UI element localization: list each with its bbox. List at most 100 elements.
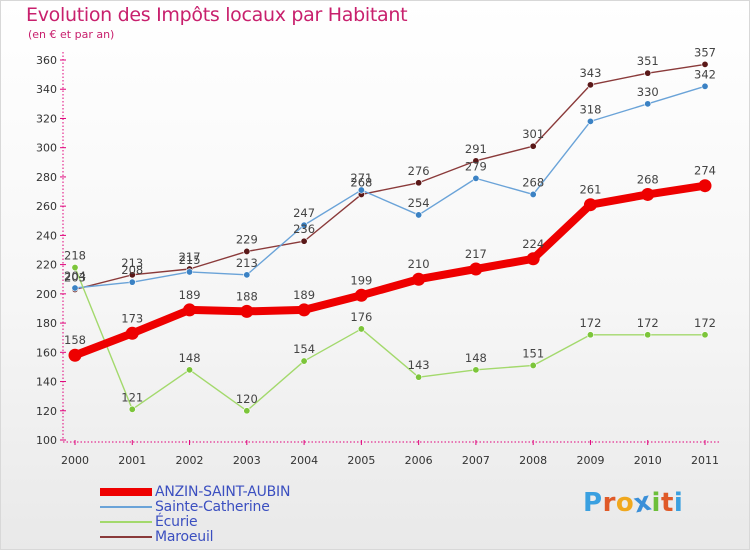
data-point-anzin-saint-aubin bbox=[526, 252, 540, 266]
data-point-maroeuil bbox=[701, 60, 709, 68]
data-point-sainte-catherine bbox=[701, 82, 709, 90]
data-label-maroeuil: 217 bbox=[179, 250, 201, 264]
proxiti-logo: Proxiti bbox=[583, 487, 684, 520]
y-tick-label: 140 bbox=[36, 376, 57, 389]
data-label-sainte-catherine: 247 bbox=[293, 206, 315, 220]
y-tick-label: 240 bbox=[36, 229, 57, 242]
data-point-sainte-catherine bbox=[357, 186, 365, 194]
data-point-ecurie bbox=[128, 405, 136, 413]
data-point-anzin-saint-aubin bbox=[641, 187, 655, 201]
data-label-maroeuil: 276 bbox=[408, 164, 430, 178]
data-point-anzin-saint-aubin bbox=[297, 303, 311, 317]
data-label-ecurie: 143 bbox=[408, 358, 430, 372]
y-tick-label: 160 bbox=[36, 346, 57, 359]
y-tick-label: 340 bbox=[36, 83, 57, 96]
data-point-sainte-catherine bbox=[71, 284, 79, 292]
data-label-ecurie: 120 bbox=[236, 392, 258, 406]
data-point-ecurie bbox=[186, 366, 194, 374]
data-label-ecurie: 151 bbox=[522, 346, 544, 360]
data-label-ecurie: 172 bbox=[694, 316, 716, 330]
legend-label: Écurie bbox=[155, 514, 198, 530]
data-label-ecurie: 172 bbox=[579, 316, 601, 330]
legend-swatch bbox=[100, 506, 152, 508]
data-point-sainte-catherine bbox=[644, 100, 652, 108]
y-tick-label: 220 bbox=[36, 259, 57, 272]
data-point-sainte-catherine bbox=[529, 190, 537, 198]
data-label-sainte-catherine: 254 bbox=[408, 196, 430, 210]
data-point-sainte-catherine bbox=[186, 268, 194, 276]
y-tick-label: 320 bbox=[36, 112, 57, 125]
x-tick-label: 2004 bbox=[290, 454, 318, 467]
x-tick-label: 2009 bbox=[576, 454, 604, 467]
x-tick-label: 2010 bbox=[634, 454, 662, 467]
logo-letter: i bbox=[673, 488, 684, 518]
data-point-ecurie bbox=[701, 331, 709, 339]
data-label-ecurie: 121 bbox=[121, 390, 143, 404]
data-point-sainte-catherine bbox=[472, 174, 480, 182]
data-point-anzin-saint-aubin bbox=[183, 303, 197, 317]
logo-letter: P bbox=[583, 488, 603, 518]
data-point-sainte-catherine bbox=[243, 271, 251, 279]
logo-letter: i bbox=[651, 488, 661, 518]
legend-swatch bbox=[100, 521, 152, 523]
data-label-ecurie: 176 bbox=[350, 310, 372, 324]
data-point-maroeuil bbox=[529, 142, 537, 150]
x-tick-label: 2001 bbox=[118, 454, 146, 467]
y-tick-label: 300 bbox=[36, 142, 57, 155]
logo-letter: t bbox=[660, 488, 674, 518]
data-point-ecurie bbox=[243, 407, 251, 415]
x-tick-label: 2006 bbox=[405, 454, 433, 467]
data-point-anzin-saint-aubin bbox=[125, 326, 139, 340]
chart-title: Evolution des Impôts locaux par Habitant bbox=[26, 4, 408, 26]
y-tick-label: 120 bbox=[36, 405, 57, 418]
data-label-maroeuil: 229 bbox=[236, 232, 258, 246]
data-point-sainte-catherine bbox=[586, 117, 594, 125]
x-tick-label: 2008 bbox=[519, 454, 547, 467]
data-point-ecurie bbox=[529, 361, 537, 369]
data-point-maroeuil bbox=[128, 271, 136, 279]
data-label-sainte-catherine: 215 bbox=[179, 253, 201, 267]
data-label-ecurie: 148 bbox=[179, 351, 201, 365]
data-label-anzin-saint-aubin: 158 bbox=[64, 333, 86, 347]
data-point-maroeuil bbox=[586, 81, 594, 89]
data-label-maroeuil: 343 bbox=[579, 66, 601, 80]
data-label-sainte-catherine: 268 bbox=[522, 175, 544, 189]
data-label-sainte-catherine: 342 bbox=[694, 67, 716, 81]
data-label-anzin-saint-aubin: 199 bbox=[350, 273, 372, 287]
data-point-anzin-saint-aubin bbox=[698, 179, 712, 193]
data-point-ecurie bbox=[586, 331, 594, 339]
data-point-maroeuil bbox=[415, 179, 423, 187]
data-point-ecurie bbox=[415, 373, 423, 381]
data-label-sainte-catherine: 213 bbox=[236, 256, 258, 270]
data-label-sainte-catherine: 208 bbox=[121, 263, 143, 277]
y-tick-label: 260 bbox=[36, 200, 57, 213]
y-tick-label: 280 bbox=[36, 171, 57, 184]
data-label-maroeuil: 291 bbox=[465, 142, 487, 156]
legend-swatch bbox=[100, 536, 152, 538]
data-point-ecurie bbox=[71, 264, 79, 272]
data-point-maroeuil bbox=[243, 247, 251, 255]
data-point-ecurie bbox=[472, 366, 480, 374]
data-point-maroeuil bbox=[300, 237, 308, 245]
y-tick-label: 360 bbox=[36, 54, 57, 67]
data-point-sainte-catherine bbox=[415, 211, 423, 219]
data-point-anzin-saint-aubin bbox=[469, 262, 483, 276]
data-label-ecurie: 172 bbox=[637, 316, 659, 330]
x-tick-label: 2005 bbox=[347, 454, 375, 467]
data-point-sainte-catherine bbox=[128, 278, 136, 286]
legend-swatch bbox=[100, 488, 152, 496]
legend-label: Sainte-Catherine bbox=[155, 499, 270, 515]
logo-letter: r bbox=[602, 488, 616, 518]
x-tick-label: 2011 bbox=[691, 454, 719, 467]
data-point-ecurie bbox=[357, 325, 365, 333]
data-label-sainte-catherine: 279 bbox=[465, 159, 487, 173]
series-line-sainte-catherine bbox=[74, 85, 706, 289]
data-label-sainte-catherine: 330 bbox=[637, 85, 659, 99]
data-label-maroeuil: 213 bbox=[121, 256, 143, 270]
data-label-ecurie: 218 bbox=[64, 249, 86, 263]
data-label-maroeuil: 203 bbox=[64, 270, 86, 284]
data-label-maroeuil: 268 bbox=[350, 175, 372, 189]
data-point-anzin-saint-aubin bbox=[68, 348, 82, 362]
